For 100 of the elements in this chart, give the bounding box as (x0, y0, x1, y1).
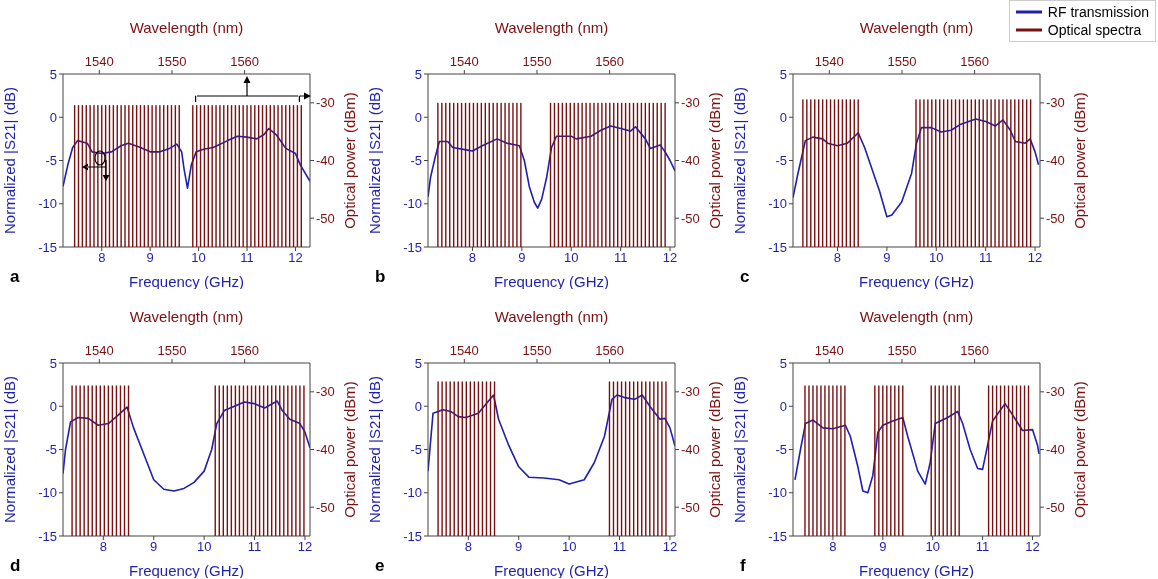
x2-tick-label: 1550 (522, 343, 552, 358)
line-series (794, 402, 1040, 494)
x-tick-label: 10 (564, 250, 579, 266)
x2-axis-title: Wavelength (nm) (859, 18, 974, 36)
x-tick-label: 9 (146, 250, 154, 266)
x-tick-label: 10 (561, 539, 577, 555)
y-tick-label: -15 (403, 239, 422, 255)
x2-tick-label: 1560 (960, 54, 990, 69)
y-tick-label: -15 (768, 239, 787, 255)
x-tick-label: 8 (468, 250, 477, 266)
y2-tick-label: -50 (681, 499, 700, 515)
x2-tick-label: 1540 (814, 54, 844, 69)
text: c (740, 267, 750, 287)
y-tick-label: -5 (45, 442, 57, 458)
y2-axis-title: Optical power (dBm) (341, 381, 359, 518)
x2-tick-label: 1560 (230, 343, 260, 358)
y-tick-label: -10 (38, 196, 57, 212)
x-tick-label: 10 (929, 250, 944, 266)
y-tick-label: -15 (768, 528, 787, 544)
line-series (428, 125, 675, 209)
y-tick-label: -15 (38, 239, 57, 255)
x2-tick-label: 1540 (84, 343, 114, 358)
y2-tick-label: -40 (681, 153, 700, 169)
y2-tick-label: -40 (1046, 153, 1065, 169)
y-axis-title: Normalized |S21| (dB) (1, 86, 19, 235)
x2-tick-label: 1550 (887, 54, 917, 69)
y-tick-label: -5 (775, 442, 787, 458)
x2-axis-title: Wavelength (nm) (859, 307, 974, 325)
y2-axis-title: Optical power (dBm) (341, 92, 359, 229)
x2-axis-title: Wavelength (nm) (494, 307, 609, 325)
y2-tick-label: -50 (1046, 499, 1065, 515)
y-tick-label: 5 (414, 355, 422, 371)
y-tick-label: 0 (779, 398, 787, 414)
x2-tick-label: 1560 (960, 343, 990, 358)
y-tick-label: 5 (49, 66, 57, 82)
text: a (10, 267, 20, 287)
x-tick-label: 9 (518, 250, 526, 266)
x-tick-label: 12 (1025, 539, 1040, 555)
y2-tick-label: -30 (316, 95, 335, 111)
x2-tick-label: 1560 (230, 54, 260, 69)
x-tick-label: 10 (196, 539, 212, 555)
text: e (375, 556, 385, 576)
y-tick-label: -15 (403, 528, 422, 544)
y2-tick-label: -30 (316, 384, 335, 400)
x2-tick-label: 1550 (887, 343, 917, 358)
y2-tick-label: -50 (316, 499, 335, 515)
y-tick-label: 0 (414, 398, 422, 414)
x-tick-label: 12 (288, 250, 303, 266)
y-axis-title: Normalized |S21| (dB) (366, 86, 384, 235)
x-tick-label: 9 (883, 250, 891, 266)
y2-tick-label: -30 (1046, 95, 1065, 111)
y-axis-title: Normalized |S21| (dB) (1, 375, 19, 524)
x-tick-label: 8 (464, 539, 472, 555)
y2-tick-label: -50 (316, 210, 335, 226)
text: b (375, 267, 386, 287)
y2-tick-label: -50 (681, 210, 700, 226)
y2-axis-title: Optical power (dBm) (706, 381, 724, 518)
y-tick-label: -5 (45, 153, 57, 169)
y2-tick-label: -40 (316, 153, 335, 169)
y-tick-label: -15 (38, 528, 57, 544)
y-tick-label: -10 (403, 485, 422, 501)
y-tick-label: 0 (414, 109, 422, 125)
x-tick-label: 8 (98, 250, 106, 266)
x2-tick-label: 1550 (157, 343, 187, 358)
y-tick-label: -5 (410, 442, 422, 458)
x-tick-label: 9 (515, 539, 523, 555)
y-tick-label: 5 (49, 355, 57, 371)
x-tick-label: 12 (297, 539, 313, 555)
x-tick-label: 10 (925, 539, 940, 555)
y-tick-label: -10 (38, 485, 57, 501)
x-tick-label: 9 (150, 539, 158, 555)
text: d (10, 556, 21, 576)
x-tick-label: 8 (99, 539, 107, 555)
y-tick-label: 0 (779, 109, 787, 125)
x2-tick-label: 1540 (814, 343, 844, 358)
y-tick-label: -10 (768, 485, 787, 501)
y-tick-label: 5 (779, 66, 787, 82)
y-tick-label: 0 (49, 109, 57, 125)
y2-tick-label: -40 (681, 442, 700, 458)
y2-tick-label: -30 (681, 95, 700, 111)
x2-tick-label: 1540 (449, 54, 479, 69)
y2-axis-title: Optical power (dBm) (1071, 92, 1089, 229)
line-series (63, 400, 310, 492)
y-tick-label: -5 (410, 153, 422, 169)
x-tick-label: 8 (829, 539, 837, 555)
x-tick-label: 11 (247, 539, 262, 555)
y2-axis-title: Optical power (dBm) (1071, 381, 1089, 518)
x-tick-label: 11 (612, 539, 627, 555)
x2-axis-title: Wavelength (nm) (494, 18, 609, 36)
text: f (740, 556, 746, 576)
x2-axis-title: Wavelength (nm) (129, 18, 244, 36)
y-axis-title: Normalized |S21| (dB) (366, 375, 384, 524)
legend-label: Optical spectra (1047, 21, 1142, 39)
y-axis-title: Normalized |S21| (dB) (731, 375, 749, 524)
x2-tick-label: 1550 (522, 54, 552, 69)
x2-axis-title: Wavelength (nm) (129, 307, 244, 325)
x2-tick-label: 1550 (157, 54, 187, 69)
x-tick-label: 8 (833, 250, 842, 266)
y-tick-label: -10 (403, 196, 422, 212)
y2-tick-label: -30 (1046, 384, 1065, 400)
